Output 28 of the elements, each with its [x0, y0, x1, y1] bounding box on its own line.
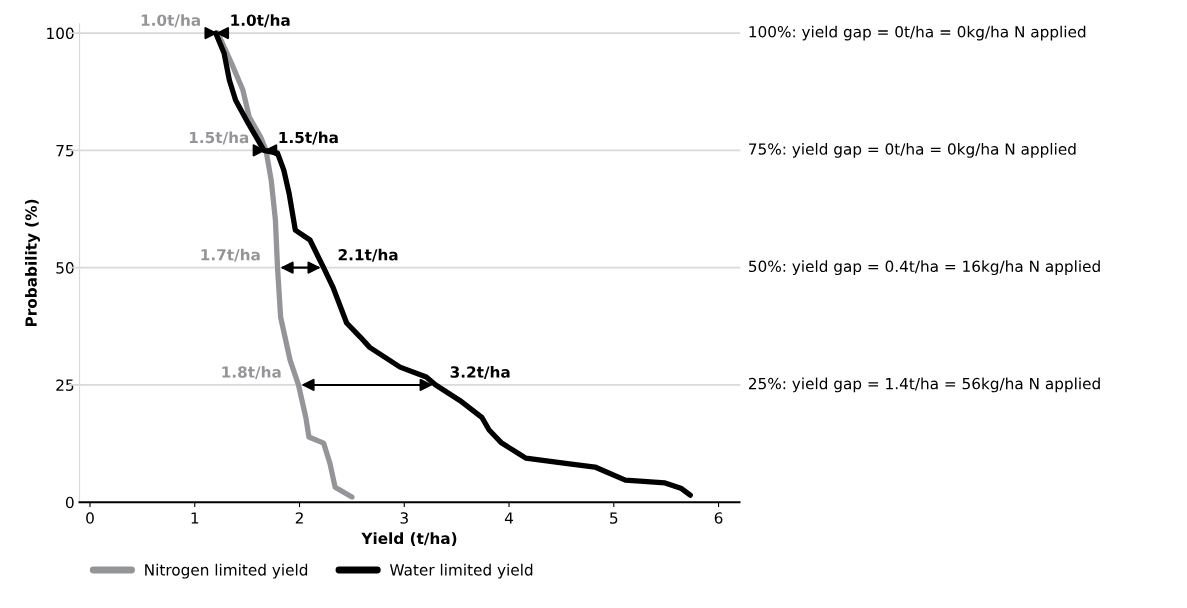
y-tick-label: 0: [65, 496, 74, 509]
y-tick-label: 100: [47, 27, 74, 40]
x-tick-label: 3: [400, 512, 408, 524]
x-tick-label: 1: [191, 512, 199, 524]
x-tick-label: 4: [504, 512, 514, 524]
x-tick-label: 5: [610, 512, 618, 524]
annotation: 1.0t/ha: [141, 14, 200, 28]
y-tick-label: 25: [56, 379, 74, 391]
y-axis-title: Probability (%): [25, 199, 40, 327]
x-tick-label: 6: [714, 512, 723, 524]
annotation: 2.1t/ha: [338, 248, 398, 262]
x-tick-label: 2: [295, 512, 303, 524]
annotation: 1.7t/ha: [201, 248, 260, 262]
x-tick-label: 0: [86, 512, 94, 524]
ref-line-label: 100%: yield gap = 0t/ha = 0kg/ha N applied: [749, 25, 1086, 41]
legend-label: Nitrogen limited yield: [145, 563, 308, 579]
annotation: 1.8t/ha: [222, 365, 281, 379]
y-tick-label: 75: [56, 145, 74, 157]
ref-line-label: 25%: yield gap = 1.4t/ha = 56kg/ha N applied: [748, 377, 1100, 393]
annotation: 1.0t/ha: [231, 14, 290, 28]
annotation: 1.5t/ha: [189, 131, 249, 145]
legend-label: Water limited yield: [389, 563, 533, 579]
annotation: 1.5t/ha: [279, 131, 338, 145]
ref-line-label: 75%: yield gap = 0t/ha = 0kg/ha N applied: [749, 142, 1076, 158]
y-tick-label: 50: [56, 262, 74, 274]
ref-line-label: 50%: yield gap = 0.4t/ha = 16kg/ha N applied: [749, 260, 1100, 276]
annotation: 3.2t/ha: [450, 365, 510, 379]
x-axis-title: Yield (t/ha): [361, 532, 457, 546]
